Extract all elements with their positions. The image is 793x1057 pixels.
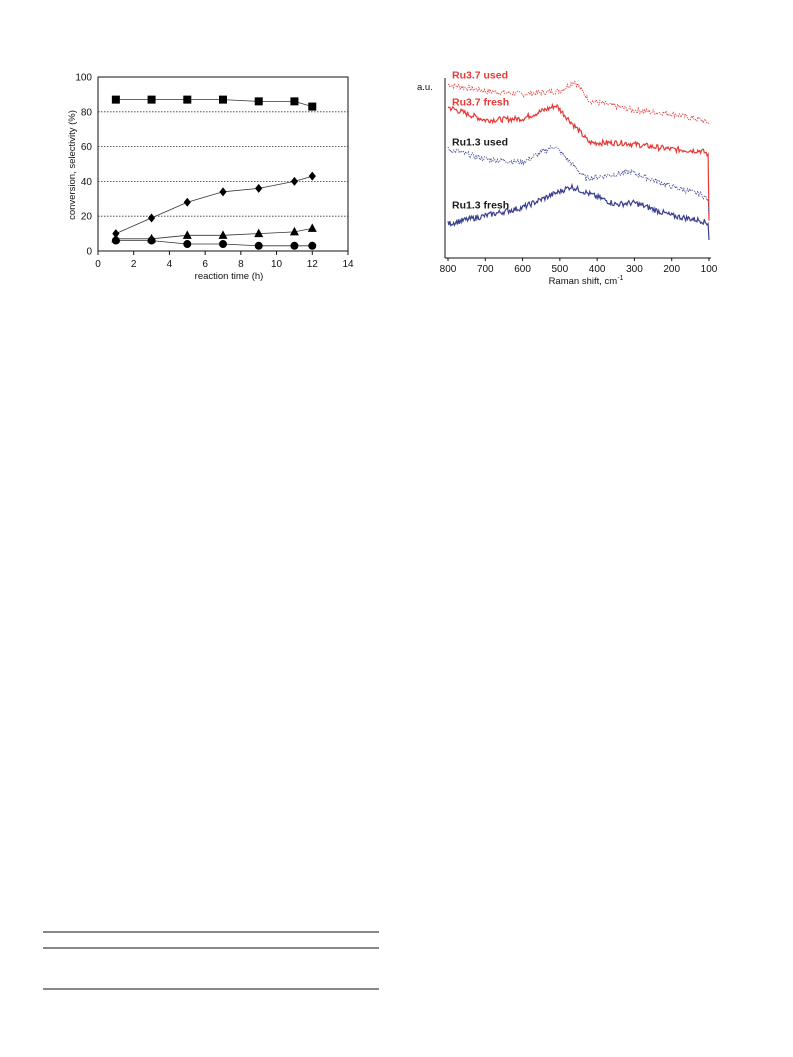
chart1-plot-frame bbox=[97, 76, 349, 252]
chart1-series-line-diamond bbox=[115, 175, 313, 234]
chart1-square-marker bbox=[183, 95, 192, 104]
chart1-triangle-marker bbox=[254, 228, 264, 238]
chart2-series-label: Ru3.7 fresh bbox=[452, 97, 509, 109]
chart1-x-tick-label: 6 bbox=[202, 259, 208, 270]
chart1-series-line-circle bbox=[115, 240, 313, 247]
chart2-series-labels: Ru3.7 used Ru3.7 fresh Ru1.3 used Ru1.3 fre… bbox=[452, 70, 509, 212]
chart1-square-marker bbox=[308, 102, 317, 111]
chart1-circle-marker bbox=[254, 241, 263, 250]
chart1-series-line-triangle bbox=[115, 228, 313, 240]
chart1-circle-marker bbox=[183, 240, 192, 249]
chart2-x-axis-label-text: Raman shift, cm bbox=[549, 276, 618, 287]
chart1-square-marker bbox=[254, 97, 263, 106]
chart2-series-label: Ru1.3 used bbox=[452, 137, 508, 149]
chart1-circle-marker bbox=[147, 236, 156, 245]
chart1-x-tick-label: 14 bbox=[342, 259, 354, 270]
chart2-series-line bbox=[447, 80, 710, 125]
chart1-x-tick-label: 8 bbox=[238, 259, 244, 270]
chart1-y-ticks: 0 20 40 60 80 100 bbox=[75, 73, 92, 258]
table-rules bbox=[43, 931, 379, 990]
chart1-x-tick-label: 2 bbox=[131, 259, 137, 270]
chart2-x-tick-label: 400 bbox=[589, 264, 606, 275]
chart1-y-axis-label: conversion, selectivity (%) bbox=[67, 110, 78, 220]
chart1-diamond-marker bbox=[290, 176, 299, 186]
chart1-square-marker bbox=[147, 95, 156, 104]
chart2-series-line bbox=[447, 102, 710, 221]
chart1-gridlines bbox=[98, 111, 348, 217]
chart1-triangle-marker bbox=[289, 226, 299, 236]
raman-spectra-chart: a.u. 800 700 600 500 400 300 200 100 Ru3.7 used… bbox=[417, 70, 718, 287]
chart1-diamond-marker bbox=[147, 213, 156, 223]
chart2-y-axis-label: a.u. bbox=[417, 82, 433, 93]
chart1-square-marker bbox=[111, 95, 120, 104]
chart1-y-tick-label: 0 bbox=[86, 247, 92, 258]
chart1-y-tick-label: 80 bbox=[81, 107, 93, 118]
chart1-diamond-marker bbox=[183, 197, 191, 207]
chart2-x-tick-label: 500 bbox=[552, 264, 569, 275]
chart1-series bbox=[111, 95, 317, 250]
chart2-x-ticks: 800 700 600 500 400 300 200 100 bbox=[440, 258, 718, 275]
chart2-x-tick-label: 200 bbox=[663, 264, 680, 275]
chart1-y-tick-label: 100 bbox=[75, 73, 92, 84]
chart1-diamond-marker bbox=[219, 187, 227, 197]
chart1-square-marker bbox=[219, 95, 227, 104]
chart2-series-line bbox=[447, 144, 710, 216]
chart1-x-tick-label: 10 bbox=[271, 259, 283, 270]
chart2-x-tick-label: 800 bbox=[440, 264, 457, 275]
chart2-series bbox=[447, 80, 710, 241]
chart1-circle-marker bbox=[290, 241, 299, 250]
chart1-x-tick-label: 12 bbox=[307, 259, 319, 270]
chart2-x-tick-label: 300 bbox=[626, 264, 643, 275]
chart1-circle-marker bbox=[111, 236, 120, 245]
chart2-x-tick-label: 600 bbox=[514, 264, 531, 275]
chart2-series-label: Ru3.7 used bbox=[452, 70, 508, 82]
chart1-x-ticks: 0 2 4 6 8 10 12 14 bbox=[95, 251, 354, 270]
chart1-x-axis-label: reaction time (h) bbox=[195, 271, 264, 282]
chart1-circle-marker bbox=[219, 240, 227, 249]
chart2-series-label: Ru1.3 fresh bbox=[452, 200, 509, 212]
chart1-y-tick-label: 40 bbox=[81, 177, 93, 188]
conversion-selectivity-chart: 0 20 40 60 80 100 0 2 4 6 8 10 12 14 reaction time (… bbox=[67, 73, 354, 283]
chart2-x-axis-label: Raman shift, cm-1 bbox=[549, 275, 624, 287]
chart1-circle-marker bbox=[308, 241, 317, 250]
chart1-diamond-marker bbox=[112, 229, 120, 239]
chart1-y-tick-label: 20 bbox=[81, 212, 93, 223]
chart1-triangle-marker bbox=[182, 230, 192, 239]
chart2-x-tick-label: 700 bbox=[477, 264, 494, 275]
chart1-series-line-square bbox=[115, 99, 313, 107]
chart1-x-tick-label: 4 bbox=[167, 259, 173, 270]
chart1-triangle-marker bbox=[307, 223, 317, 232]
chart1-y-tick-label: 60 bbox=[81, 142, 93, 153]
chart1-x-tick-label: 0 bbox=[95, 259, 101, 270]
chart1-diamond-marker bbox=[308, 171, 316, 181]
chart1-triangle-marker bbox=[218, 230, 228, 239]
chart2-x-tick-label: 100 bbox=[701, 264, 718, 275]
chart2-series-line bbox=[447, 182, 710, 241]
chart2-x-axis-label-sup: -1 bbox=[617, 275, 623, 282]
chart1-square-marker bbox=[290, 97, 299, 106]
chart1-diamond-marker bbox=[255, 183, 263, 193]
